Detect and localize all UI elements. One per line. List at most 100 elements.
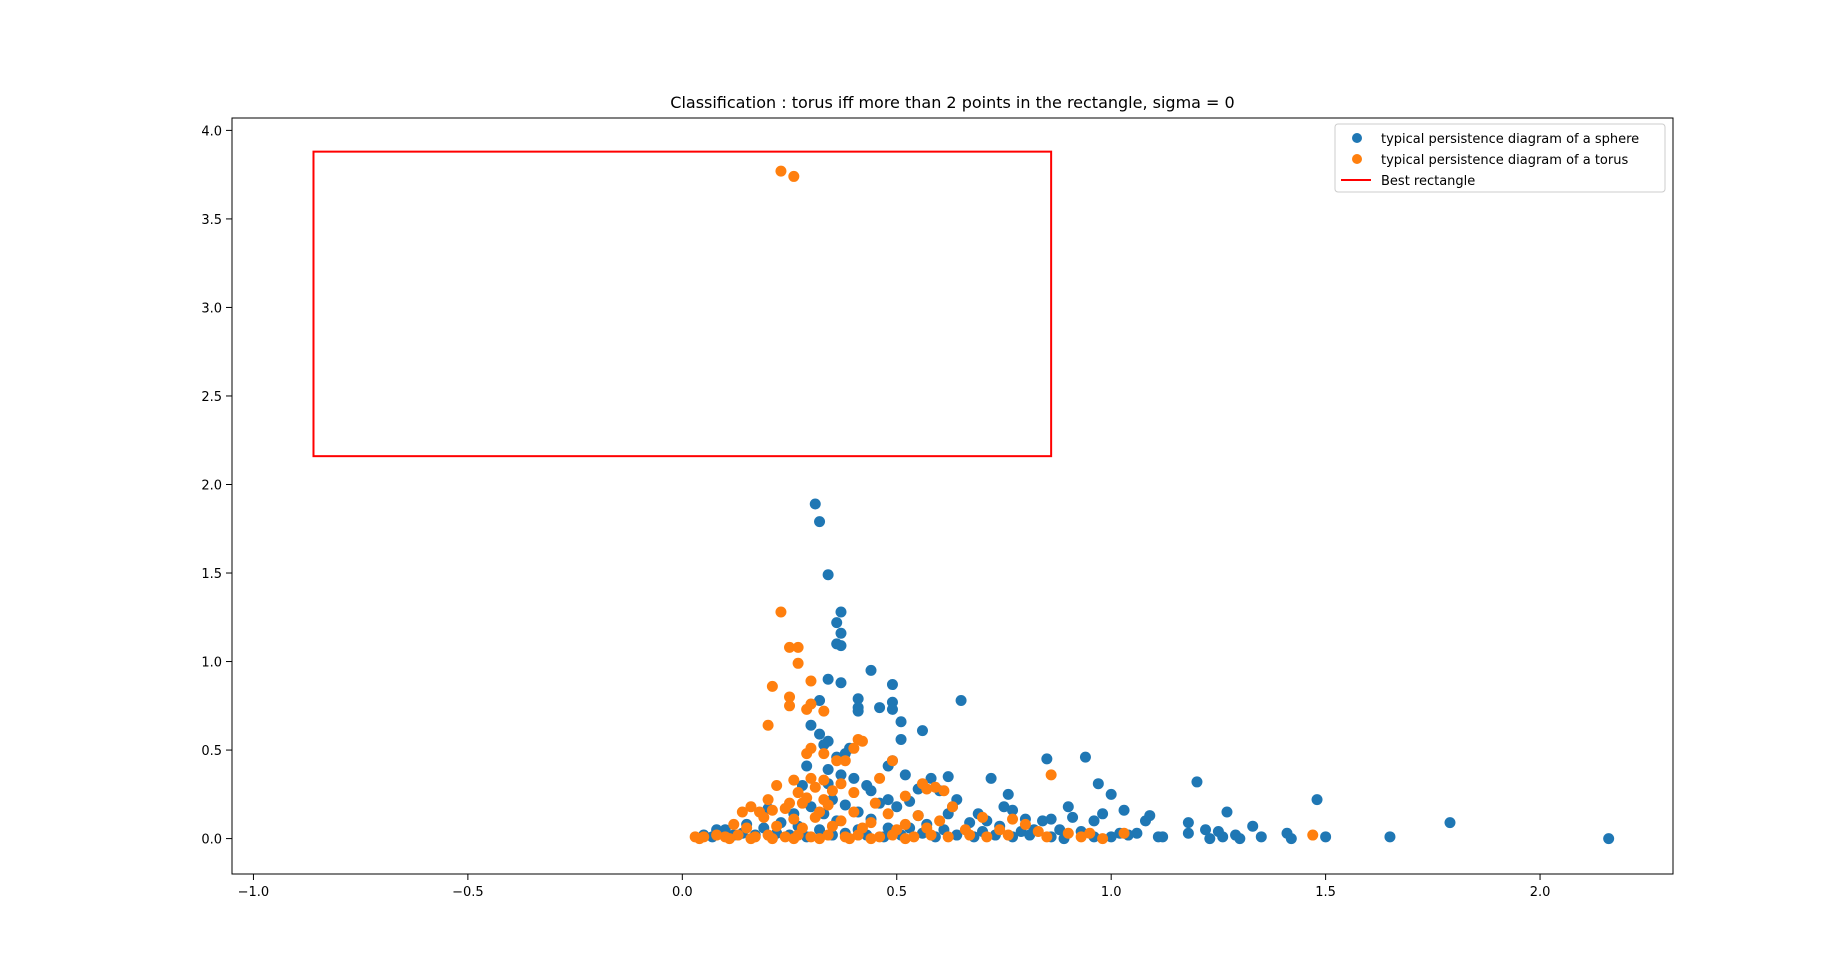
y-tick-label: 1.5 xyxy=(201,567,222,582)
scatter-point xyxy=(835,677,847,689)
scatter-point xyxy=(865,785,877,797)
scatter-point xyxy=(1157,831,1169,843)
scatter-point xyxy=(882,794,894,806)
scatter-point xyxy=(947,801,958,813)
y-axis: 0.0 0.5 1.0 1.5 2.0 2.5 3.0 3.5 4.0 xyxy=(201,124,232,848)
scatter-point xyxy=(1182,827,1194,839)
scatter-point xyxy=(1139,815,1151,827)
scatter-point xyxy=(788,833,800,845)
scatter-point xyxy=(1032,826,1044,838)
scatter-point xyxy=(771,820,783,832)
scatter-point xyxy=(693,833,705,845)
scatter-point xyxy=(826,820,838,832)
scatter-point xyxy=(801,703,813,715)
scatter-point xyxy=(1603,833,1615,845)
scatter-point xyxy=(1045,769,1057,781)
scatter-point xyxy=(1105,831,1117,843)
scatter-point xyxy=(1221,806,1233,818)
scatter-point xyxy=(1041,831,1053,843)
scatter-point xyxy=(809,811,821,823)
scatter-point xyxy=(848,772,860,784)
scatter-point xyxy=(955,694,967,706)
scatter-point xyxy=(1182,817,1194,829)
scatter-point xyxy=(852,705,864,717)
scatter-point xyxy=(1002,788,1014,800)
scatter-point xyxy=(775,165,787,177)
scatter-point xyxy=(822,799,834,811)
scatter-point xyxy=(899,833,911,845)
scatter-point xyxy=(762,794,774,806)
scatter-point xyxy=(814,833,826,845)
scatter-point xyxy=(822,569,834,581)
scatter-point xyxy=(1079,751,1091,763)
scatter-point xyxy=(1105,788,1117,800)
scatter-point xyxy=(1062,801,1074,813)
scatter-point xyxy=(994,824,1006,836)
scatter-point xyxy=(934,815,946,827)
scatter-point xyxy=(835,778,847,790)
best-rectangle xyxy=(312,150,1053,458)
scatter-point xyxy=(951,829,963,841)
scatter-point xyxy=(839,755,851,767)
plot-area xyxy=(231,117,1674,875)
scatter-point xyxy=(818,739,830,751)
legend: typical persistence diagram of a sphere t… xyxy=(1334,123,1666,193)
scatter-point xyxy=(925,829,937,841)
scatter-point xyxy=(814,824,826,836)
scatter-point xyxy=(1054,824,1066,836)
scatter-point xyxy=(818,705,830,717)
scatter-point xyxy=(886,703,898,715)
scatter-point xyxy=(792,657,804,669)
scatter-point xyxy=(818,774,830,786)
scatter-point xyxy=(826,785,838,797)
scatter-point xyxy=(1067,811,1079,823)
scatter-point xyxy=(921,783,933,795)
scatter-point xyxy=(886,829,898,841)
x-axis: −1.0 −0.5 0.0 0.5 1.0 1.5 2.0 xyxy=(238,874,1550,900)
scatter-point xyxy=(814,728,826,740)
scatter-point xyxy=(865,833,877,845)
scatter-point xyxy=(882,808,894,820)
scatter-point xyxy=(1045,813,1057,825)
scatter-point xyxy=(771,779,783,791)
scatter-point xyxy=(835,640,847,652)
scatter-point xyxy=(766,833,778,845)
y-tick-label: 2.5 xyxy=(201,390,222,405)
scatter-point xyxy=(1204,833,1216,845)
scatter-point xyxy=(805,675,817,687)
scatter-point xyxy=(741,822,753,834)
scatter-point xyxy=(1088,815,1100,827)
legend-label: typical persistence diagram of a torus xyxy=(1381,153,1628,168)
scatter-point xyxy=(1075,831,1087,843)
scatter-point xyxy=(852,693,864,705)
scatter-point xyxy=(775,606,787,618)
scatter-point xyxy=(818,748,830,760)
scatter-point xyxy=(779,802,791,814)
x-tick-label: 1.0 xyxy=(1101,885,1122,900)
y-tick-label: 4.0 xyxy=(201,124,222,139)
scatter-point xyxy=(1118,827,1130,839)
scatter-point xyxy=(822,764,834,776)
scatter-point xyxy=(1041,753,1053,765)
scatter-point xyxy=(822,673,834,685)
x-tick-label: −0.5 xyxy=(452,885,484,900)
axes-frame xyxy=(231,117,1674,875)
scatter-point xyxy=(856,735,868,747)
scatter-point xyxy=(964,829,976,841)
y-tick-label: 0.0 xyxy=(201,833,222,848)
scatter-point xyxy=(1062,827,1074,839)
scatter-point xyxy=(822,829,834,841)
scatter-point xyxy=(835,815,847,827)
scatter-point xyxy=(788,774,800,786)
legend-label: Best rectangle xyxy=(1381,174,1475,189)
scatter-point xyxy=(869,797,881,809)
scatter-point xyxy=(929,781,941,793)
scatter-point xyxy=(1118,804,1130,816)
scatter-point xyxy=(1311,794,1323,806)
scatter-point xyxy=(1234,833,1246,845)
scatter-point xyxy=(1084,827,1096,839)
scatter-point xyxy=(766,804,778,816)
scatter-point xyxy=(1024,829,1036,841)
scatter-point xyxy=(874,831,886,843)
